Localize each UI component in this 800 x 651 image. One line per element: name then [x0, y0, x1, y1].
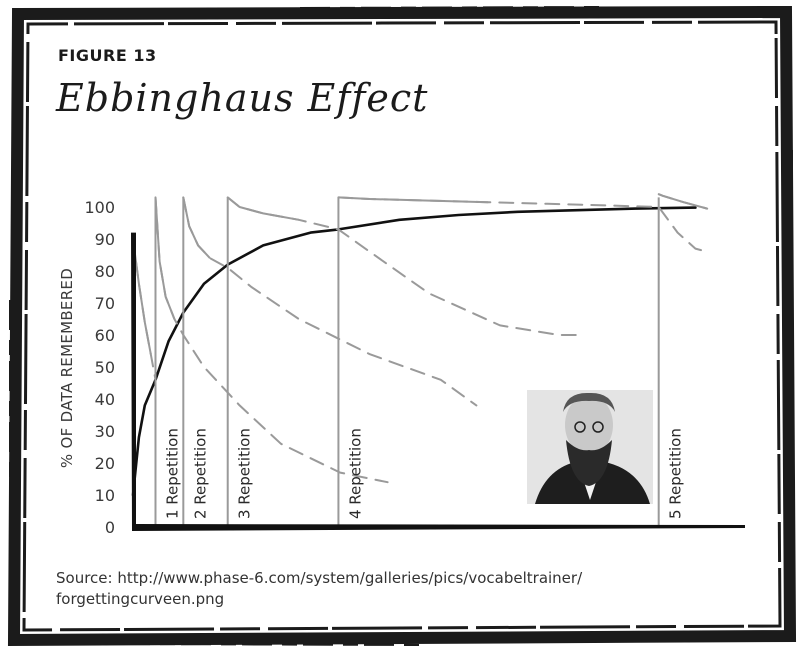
repetition-label-4: 4 Repetition [346, 428, 364, 519]
forgetting-curve-drop-5 [338, 196, 489, 204]
portrait-beard [566, 440, 612, 486]
y-tick-30: 30 [95, 422, 115, 441]
y-tick-80: 80 [95, 262, 115, 281]
y-axis-label: % OF DATA REMEMBERED [58, 268, 76, 468]
portrait-glasses-left [574, 421, 586, 433]
source-line-2: forgettingcurveen.png [56, 590, 225, 608]
figure-title: Ebbinghaus Effect [56, 76, 429, 120]
repetition-labels: 1 Repetition 2 Repetition 3 Repetition 4 Re… [163, 428, 684, 519]
y-tick-labels: 0 10 20 30 40 50 60 70 80 90 100 [84, 198, 115, 537]
y-tick-10: 10 [95, 486, 115, 505]
portrait-photo-icon [527, 390, 653, 504]
forgetting-curve-drop-3 [182, 197, 211, 259]
frame-inner [22, 20, 782, 632]
repetition-label-2: 2 Repetition [191, 428, 209, 519]
portrait-glasses-right [592, 421, 604, 433]
forgetting-curve-drop-6 [658, 193, 708, 210]
repetition-label-1: 1 Repetition [163, 428, 181, 519]
y-tick-0: 0 [105, 518, 115, 537]
y-tick-20: 20 [95, 454, 115, 473]
repetition-label-5: 5 Repetition [667, 428, 685, 519]
forgetting-curve-drop-2 [154, 197, 176, 320]
y-tick-60: 60 [95, 326, 115, 345]
retention-curve [131, 206, 697, 497]
curves-layer [131, 193, 709, 527]
forgetting-curve-3 [182, 196, 478, 407]
source-citation: Source: http://www.phase-6.com/system/ga… [56, 568, 756, 610]
source-line-1: Source: http://www.phase-6.com/system/ga… [56, 569, 583, 587]
y-tick-50: 50 [95, 358, 115, 377]
y-tick-40: 40 [95, 390, 115, 409]
y-tick-90: 90 [95, 230, 115, 249]
portrait-face [565, 395, 613, 455]
y-tick-70: 70 [95, 294, 115, 313]
y-tick-100: 100 [84, 198, 115, 217]
portrait-hair [563, 392, 615, 412]
forgetting-curve-5 [337, 196, 709, 253]
forgetting-curve-drop-4 [227, 196, 299, 221]
repetition-label-3: 3 Repetition [236, 428, 254, 519]
frame-outer [7, 5, 797, 647]
figure-label: FIGURE 13 [58, 46, 157, 65]
frame-scratch [9, 6, 793, 646]
